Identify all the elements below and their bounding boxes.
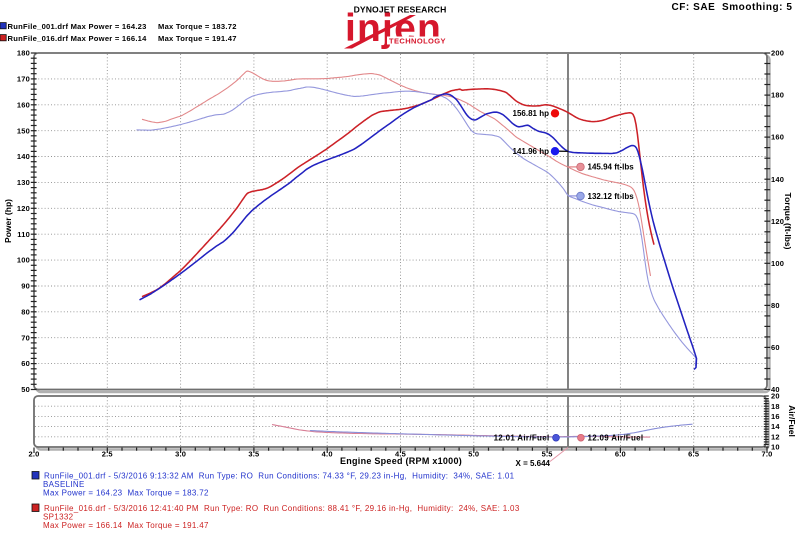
svg-text:Max Power = 164.23 Max Torque: Max Power = 164.23 Max Torque = 183.72	[43, 489, 209, 498]
svg-text:160: 160	[771, 133, 784, 142]
svg-text:CF: SAE Smoothing: 5: CF: SAE Smoothing: 5	[672, 2, 793, 13]
svg-text:80: 80	[771, 301, 780, 310]
svg-text:12.01 Air/Fuel: 12.01 Air/Fuel	[494, 433, 550, 442]
svg-text:90: 90	[21, 282, 30, 291]
svg-text:145.94 ft-lbs: 145.94 ft-lbs	[588, 163, 635, 172]
svg-text:200: 200	[771, 49, 784, 58]
svg-text:132.12 ft-lbs: 132.12 ft-lbs	[588, 192, 635, 201]
svg-text:3.0: 3.0	[175, 450, 186, 459]
svg-text:12: 12	[771, 432, 780, 441]
svg-text:2.5: 2.5	[102, 450, 113, 459]
svg-text:3.5: 3.5	[248, 450, 259, 459]
svg-text:6.5: 6.5	[688, 450, 699, 459]
svg-text:Engine Speed (RPM x1000): Engine Speed (RPM x1000)	[340, 456, 462, 466]
svg-text:120: 120	[771, 217, 784, 226]
svg-text:RunFile_016.drf Max Power = 16: RunFile_016.drf Max Power = 166.14	[8, 34, 148, 43]
svg-text:100: 100	[17, 256, 30, 265]
svg-text:RunFile_016.drf - 5/3/2016 12:: RunFile_016.drf - 5/3/2016 12:41:40 PM R…	[44, 504, 520, 513]
svg-text:60: 60	[21, 359, 30, 368]
svg-text:14: 14	[771, 422, 780, 431]
svg-text:4.0: 4.0	[322, 450, 333, 459]
svg-text:140: 140	[17, 152, 30, 161]
svg-text:RunFile_001.drf Max Power = 16: RunFile_001.drf Max Power = 164.23	[8, 22, 147, 31]
svg-text:40: 40	[771, 385, 780, 394]
svg-text:5.0: 5.0	[468, 450, 479, 459]
svg-text:Power (hp): Power (hp)	[3, 199, 13, 243]
svg-text:6.0: 6.0	[615, 450, 626, 459]
svg-text:141.96 hp: 141.96 hp	[513, 147, 550, 156]
svg-text:140: 140	[771, 175, 784, 184]
svg-text:10: 10	[771, 443, 780, 452]
svg-text:TECHNOLOGY: TECHNOLOGY	[389, 37, 446, 46]
svg-text:120: 120	[17, 204, 30, 213]
svg-text:18: 18	[771, 402, 780, 411]
svg-text:Torque (ft-lbs): Torque (ft-lbs)	[783, 193, 793, 250]
svg-text:130: 130	[17, 178, 30, 187]
svg-text:180: 180	[17, 49, 30, 58]
svg-text:4.5: 4.5	[395, 450, 406, 459]
svg-text:60: 60	[771, 343, 780, 352]
svg-text:160: 160	[17, 100, 30, 109]
svg-text:Max Power = 166.14 Max Torque: Max Power = 166.14 Max Torque = 191.47	[43, 521, 209, 530]
svg-text:70: 70	[21, 333, 30, 342]
svg-text:80: 80	[21, 307, 30, 316]
svg-text:7.0: 7.0	[761, 450, 772, 459]
svg-text:SP1332: SP1332	[43, 513, 74, 522]
svg-text:16: 16	[771, 412, 780, 421]
svg-text:BASELINE: BASELINE	[43, 480, 85, 489]
svg-text:2.0: 2.0	[28, 450, 39, 459]
svg-text:150: 150	[17, 126, 30, 135]
svg-text:5.5: 5.5	[542, 450, 553, 459]
svg-text:20: 20	[771, 392, 780, 401]
svg-text:RunFile_001.drf - 5/3/2016 9:1: RunFile_001.drf - 5/3/2016 9:13:32 AM Ru…	[44, 472, 515, 481]
svg-text:12.09 Air/Fuel: 12.09 Air/Fuel	[588, 433, 644, 442]
svg-text:DYNOJET RESEARCH: DYNOJET RESEARCH	[354, 5, 447, 15]
svg-text:180: 180	[771, 91, 784, 100]
svg-text:100: 100	[771, 259, 784, 268]
svg-text:Max Torque = 183.72: Max Torque = 183.72	[158, 22, 237, 31]
svg-text:X = 5.644: X = 5.644	[516, 459, 551, 468]
svg-text:50: 50	[21, 385, 30, 394]
svg-text:156.81 hp: 156.81 hp	[513, 109, 550, 118]
svg-text:110: 110	[17, 230, 30, 239]
svg-text:Max Torque = 191.47: Max Torque = 191.47	[158, 34, 237, 43]
svg-text:Air/Fuel: Air/Fuel	[787, 405, 797, 437]
svg-text:170: 170	[17, 75, 30, 84]
